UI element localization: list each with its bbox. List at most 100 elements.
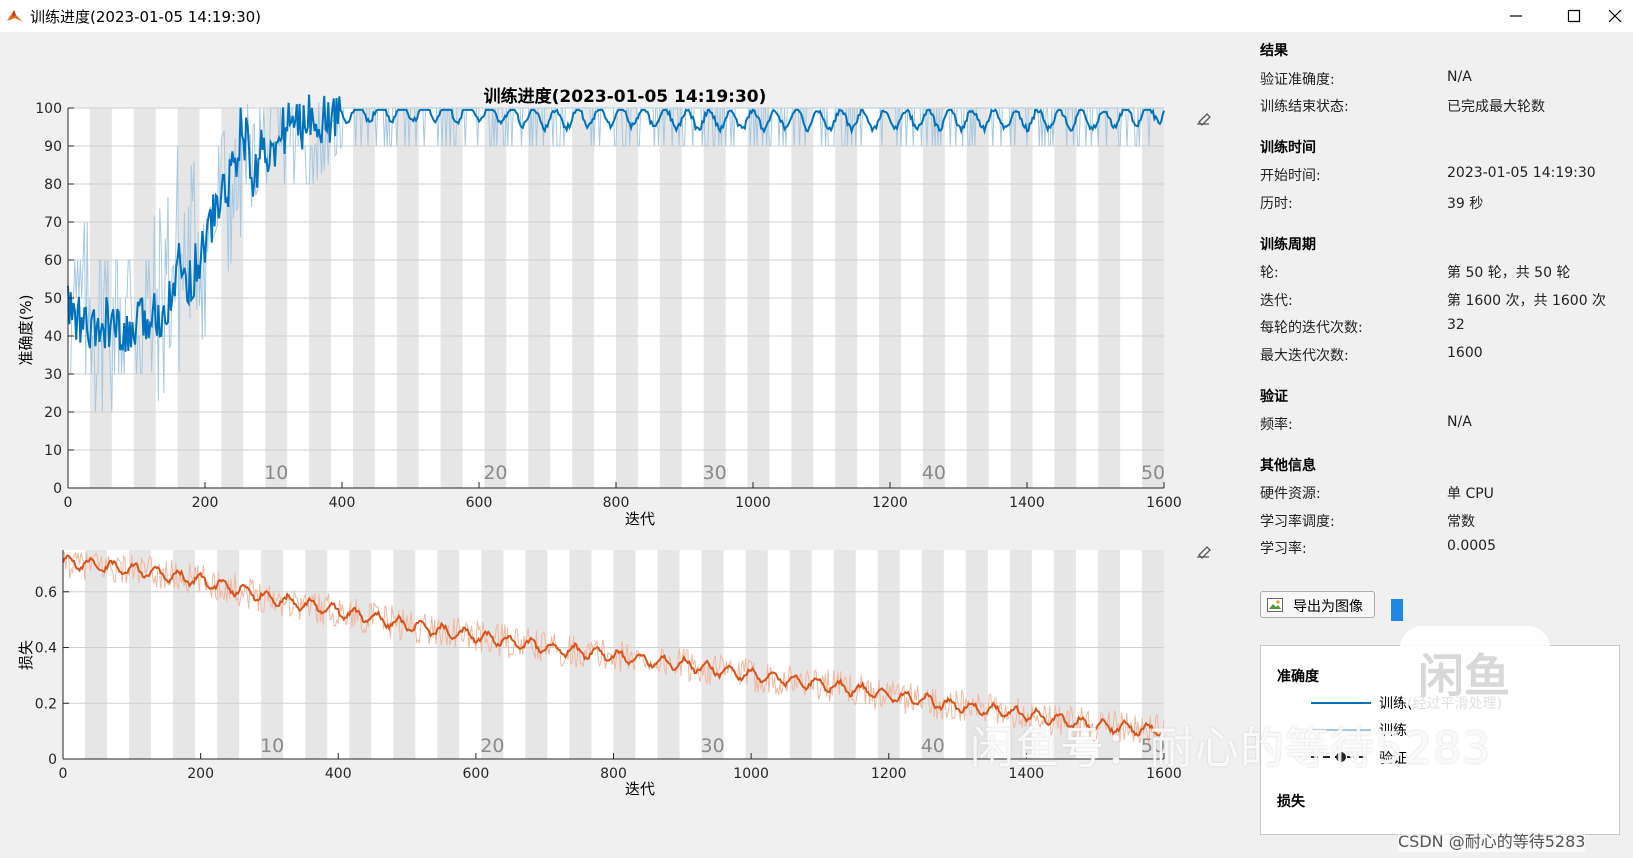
acc-ytick-label: 0 — [53, 481, 62, 497]
acc-xtick-label: 400 — [329, 495, 356, 511]
loss-epoch-band — [349, 550, 372, 759]
start-time-label: 开始时间: — [1260, 168, 1321, 184]
acc-ytick-label: 80 — [44, 177, 62, 193]
acc-ytick-label: 20 — [44, 405, 62, 421]
iteration-value: 第 1600 次，共 1600 次 — [1447, 293, 1607, 309]
accuracy-ylabel: 准确度(%) — [17, 295, 35, 366]
acc-epoch-label: 10 — [264, 462, 288, 484]
acc-ytick-label: 100 — [35, 101, 62, 117]
legend-accuracy-heading: 准确度 — [1277, 669, 1319, 685]
loss-epoch-band — [921, 550, 944, 759]
loss-smoothed-line — [62, 554, 1165, 737]
other-info-heading: 其他信息 — [1260, 458, 1316, 474]
loss-epoch-band — [217, 550, 240, 759]
acc-epoch-label: 50 — [1141, 462, 1165, 484]
loss-epoch-band — [877, 550, 900, 759]
loss-epoch-band — [85, 550, 108, 759]
minimize-button[interactable] — [1487, 0, 1545, 32]
acc-ytick-label: 40 — [44, 329, 62, 345]
export-image-label: 导出为图像 — [1293, 599, 1363, 615]
acc-ytick-label: 50 — [44, 291, 62, 307]
loss-epoch-band — [173, 550, 196, 759]
elapsed-value: 39 秒 — [1447, 196, 1484, 212]
legend-smoothed-swatch — [1311, 702, 1371, 704]
loss-ytick-label: 0.4 — [35, 641, 57, 657]
epoch-value: 第 50 轮，共 50 轮 — [1447, 265, 1571, 281]
legend-validation-swatch — [1311, 752, 1371, 762]
acc-xtick-label: 1600 — [1146, 495, 1182, 511]
max-iters-value: 1600 — [1447, 345, 1483, 361]
maximize-button[interactable] — [1545, 0, 1603, 32]
loss-xtick-label: 1400 — [1009, 766, 1045, 782]
loss-xtick-label: 1200 — [871, 766, 907, 782]
loss-xtick-label: 0 — [59, 766, 68, 782]
export-image-button[interactable]: 导出为图像 — [1260, 591, 1375, 618]
acc-xtick-label: 1400 — [1009, 495, 1045, 511]
loss-xtick-label: 1600 — [1146, 766, 1182, 782]
results-heading: 结果 — [1260, 43, 1288, 59]
cycle-heading: 训练周期 — [1260, 237, 1316, 253]
acc-xtick-label: 0 — [64, 495, 73, 511]
loss-epoch-band — [1141, 550, 1164, 759]
loss-xtick-label: 400 — [325, 766, 352, 782]
loss-epoch-label: 40 — [921, 735, 945, 757]
loss-epoch-band — [833, 550, 856, 759]
loss-epoch-label: 30 — [700, 735, 724, 757]
minimize-icon — [1510, 15, 1522, 17]
next-control-fragment[interactable] — [1391, 599, 1403, 621]
acc-ytick-label: 60 — [44, 253, 62, 269]
close-icon — [1608, 9, 1622, 23]
acc-xtick-label: 200 — [192, 495, 219, 511]
loss-epoch-label: 50 — [1141, 735, 1165, 757]
loss-epoch-band — [745, 550, 768, 759]
loss-epoch-band — [437, 550, 460, 759]
csdn-credit: CSDN @耐心的等待5283 — [1398, 828, 1586, 852]
max-iters-label: 最大迭代次数: — [1260, 348, 1349, 364]
acc-raw-line — [68, 102, 1164, 413]
loss-epoch-band — [261, 550, 284, 759]
matlab-icon — [7, 10, 23, 22]
acc-xtick-label: 800 — [603, 495, 630, 511]
frequency-label: 频率: — [1260, 417, 1293, 433]
loss-epoch-band — [305, 550, 328, 759]
loss-epoch-band — [393, 550, 416, 759]
watermark-logo: 闲鱼 — [1400, 626, 1550, 710]
image-export-icon — [1267, 598, 1283, 612]
iteration-label: 迭代: — [1260, 293, 1293, 309]
watermark-logo-text: 闲鱼 — [1418, 649, 1510, 703]
lr-schedule-value: 常数 — [1447, 514, 1475, 530]
loss-epoch-band — [701, 550, 724, 759]
loss-xlabel: 迭代 — [625, 780, 655, 798]
loss-epoch-label: 10 — [260, 735, 284, 757]
hardware-value: 单 CPU — [1447, 486, 1494, 502]
plot-title: 训练进度(2023-01-05 14:19:30) — [483, 87, 767, 107]
acc-xtick-label: 600 — [466, 495, 493, 511]
loss-epoch-band — [129, 550, 152, 759]
close-button[interactable] — [1603, 0, 1633, 32]
acc-ytick-label: 30 — [44, 367, 62, 383]
loss-epoch-band — [657, 550, 680, 759]
acc-xtick-label: 1200 — [872, 495, 908, 511]
legend-loss-heading: 损失 — [1277, 794, 1305, 810]
loss-epoch-band — [789, 550, 812, 759]
loss-epoch-band — [569, 550, 592, 759]
accuracy-export-icon[interactable] — [1197, 113, 1211, 126]
loss-ytick-label: 0.6 — [35, 585, 57, 601]
lr-label: 学习率: — [1260, 541, 1307, 557]
lr-value: 0.0005 — [1447, 538, 1496, 554]
loss-xtick-label: 600 — [463, 766, 490, 782]
end-state-label: 训练结束状态: — [1260, 99, 1349, 115]
loss-xtick-label: 200 — [187, 766, 214, 782]
loss-ylabel: 损失 — [17, 640, 35, 670]
acc-ytick-label: 70 — [44, 215, 62, 231]
loss-epoch-band — [1097, 550, 1120, 759]
acc-epoch-label: 30 — [703, 462, 727, 484]
loss-epoch-label: 20 — [480, 735, 504, 757]
validation-heading: 验证 — [1260, 389, 1288, 405]
watermark-text: 闲鱼号：耐心的等待5283 — [970, 723, 1491, 774]
time-heading: 训练时间 — [1260, 140, 1316, 156]
frequency-value: N/A — [1447, 414, 1472, 430]
loss-export-icon[interactable] — [1197, 546, 1211, 559]
validation-accuracy-value: N/A — [1447, 69, 1472, 85]
accuracy-smoothed-line — [67, 94, 1165, 352]
